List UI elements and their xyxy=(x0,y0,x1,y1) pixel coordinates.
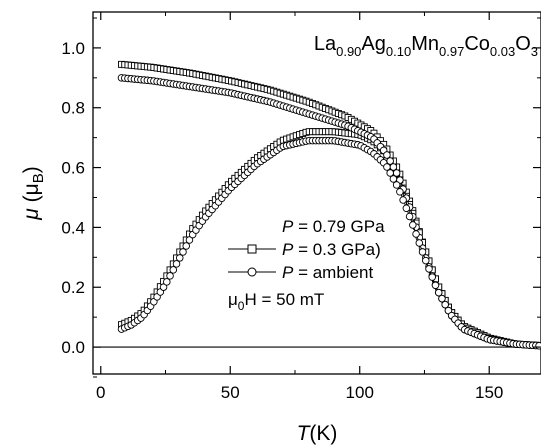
series-circle-FC xyxy=(117,74,541,350)
data-point-circle xyxy=(405,212,414,221)
data-point-circle xyxy=(438,294,446,303)
data-point-circle xyxy=(176,254,184,262)
formula-element: La xyxy=(314,33,337,55)
formula-subscript: 0.03 xyxy=(490,44,515,59)
x-axis-label: T(K) xyxy=(297,422,338,445)
x-tick-label: 150 xyxy=(475,383,503,402)
data-point-circle xyxy=(166,272,174,280)
data-point-circle xyxy=(396,188,404,196)
legend-variable: P xyxy=(282,240,294,259)
formula-subscript: 0.10 xyxy=(386,44,411,59)
data-point-circle xyxy=(392,169,401,177)
legend-variable: P xyxy=(282,217,294,236)
data-point-circle xyxy=(428,273,436,281)
data-point-circle xyxy=(389,163,398,171)
text-layer: 0.0 0.2 0.4 0.6 0.8 1.0 0 50 100 150 La0.90Ag0.10M… xyxy=(20,33,538,445)
formula-element: O xyxy=(515,33,531,55)
data-point-circle xyxy=(185,236,194,244)
data-point-circle xyxy=(386,169,394,177)
series-square-ZFC xyxy=(118,128,541,349)
data-point-circle xyxy=(434,288,443,297)
data-point-circle xyxy=(159,283,168,291)
data-point-circle xyxy=(415,239,424,247)
y-tick-label: 1.0 xyxy=(61,39,85,58)
data-point-circle xyxy=(163,278,171,286)
data-point-circle xyxy=(182,242,190,250)
legend-marker-circle xyxy=(247,267,257,277)
y-tick-label: 0.6 xyxy=(61,159,85,178)
series-layer xyxy=(117,60,541,350)
data-point-circle xyxy=(441,300,449,309)
y-tick-label: 0.0 xyxy=(61,338,85,357)
data-point-circle xyxy=(402,204,411,213)
field-label: μ0H = 50 mT xyxy=(228,290,324,313)
x-axis-unit: (K) xyxy=(309,422,337,445)
data-point-circle xyxy=(425,265,433,273)
axis-layer xyxy=(93,12,541,378)
legend-marker-square xyxy=(247,244,257,254)
formula-element: Mn xyxy=(411,33,439,55)
legend-text: = ambient xyxy=(293,263,373,282)
data-point-circle xyxy=(179,248,187,256)
formula-element: Ag xyxy=(361,33,385,55)
data-point-circle xyxy=(412,230,420,238)
series-circle-ZFC xyxy=(117,136,541,350)
legend-variable: P xyxy=(282,263,294,282)
y-axis-label: μ (μB) xyxy=(20,166,47,220)
x-axis-variable: T xyxy=(297,422,312,445)
y-tick-label: 0.4 xyxy=(61,218,85,237)
y-tick-label: 0.2 xyxy=(61,278,85,297)
data-point-circle xyxy=(431,281,440,290)
y-axis-unit-subscript: B xyxy=(30,173,47,183)
data-point-circle xyxy=(399,196,407,204)
y-axis-unit-close: ) xyxy=(20,166,43,173)
data-point-circle xyxy=(535,341,541,350)
field-mu: μ xyxy=(228,290,238,309)
formula-subscript: 0.97 xyxy=(439,44,464,59)
data-point-circle xyxy=(389,175,398,183)
legend-label: P = 0.79 GPa xyxy=(282,217,385,236)
data-point-circle xyxy=(169,266,178,274)
data-point-circle xyxy=(386,157,394,165)
data-point-circle xyxy=(392,181,401,189)
data-point-circle xyxy=(172,260,181,268)
x-tick-label: 50 xyxy=(221,383,240,402)
formula-subscript: 0.90 xyxy=(336,44,361,59)
x-tick-label: 0 xyxy=(96,383,105,402)
y-tick-label: 0.8 xyxy=(61,99,85,118)
compound-formula: La0.90Ag0.10Mn0.97Co0.03O3 xyxy=(314,33,538,59)
legend-text: = 0.3 GPa) xyxy=(293,240,380,259)
formula-element: Co xyxy=(464,33,490,55)
field-text: H = 50 mT xyxy=(244,290,324,309)
legend-label: P = ambient xyxy=(282,263,373,282)
data-point-circle xyxy=(418,248,427,256)
series-square-FC xyxy=(118,60,541,349)
data-point-circle xyxy=(409,221,417,229)
formula-subscript: 3 xyxy=(531,44,538,59)
y-axis-unit: (μ xyxy=(20,183,43,208)
data-point-circle xyxy=(383,163,391,171)
data-point-circle xyxy=(422,256,430,265)
field-subscript: 0 xyxy=(238,299,245,313)
legend-label: P = 0.3 GPa) xyxy=(282,240,381,259)
plot-frame xyxy=(92,11,541,375)
x-tick-label: 100 xyxy=(346,383,374,402)
y-axis-variable: μ xyxy=(20,208,43,221)
data-point-circle xyxy=(383,151,391,159)
legend-text: = 0.79 GPa xyxy=(293,217,385,236)
